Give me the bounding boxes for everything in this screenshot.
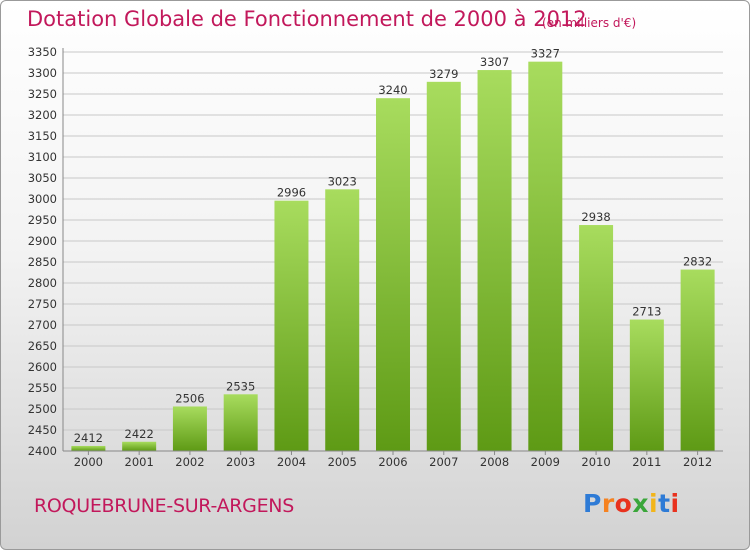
bar-2006: [376, 98, 410, 451]
logo-letter: P: [583, 489, 602, 518]
y-tick-label: 2450: [28, 423, 57, 437]
axes: [62, 48, 723, 452]
logo-letter: x: [632, 489, 649, 518]
value-label-2003: 2535: [226, 379, 255, 393]
bar-2010: [579, 225, 614, 451]
x-tick-label-2000: 2000: [74, 455, 103, 469]
value-label-2001: 2422: [125, 427, 154, 441]
value-label-2005: 3023: [328, 174, 357, 188]
x-tick-label-2006: 2006: [378, 455, 407, 469]
y-tick-label: 2900: [28, 234, 57, 248]
bar-2008: [477, 70, 512, 451]
logo-letter: o: [614, 489, 633, 518]
x-tick-label-2003: 2003: [226, 455, 255, 469]
bar-2001: [122, 441, 157, 451]
y-tick-label: 2700: [28, 318, 57, 332]
x-tick-label-2008: 2008: [480, 455, 509, 469]
value-label-2007: 3279: [429, 67, 458, 81]
x-tick-label-2002: 2002: [175, 455, 204, 469]
y-axis-tick-labels: 2400 2450 2500 2550 2600 2650 2700 2750 2800 2850…: [28, 45, 57, 458]
y-tick-label: 3150: [28, 129, 57, 143]
y-tick-label: 2600: [28, 360, 57, 374]
y-tick-label: 2950: [28, 213, 57, 227]
value-label-2010: 2938: [581, 210, 610, 224]
y-tick-label: 2550: [28, 381, 57, 395]
x-tick-label-2004: 2004: [277, 455, 306, 469]
logo-letter: i: [649, 489, 659, 518]
x-tick-label-2011: 2011: [632, 455, 661, 469]
bar-2007: [426, 81, 461, 451]
x-tick-label-2001: 2001: [125, 455, 154, 469]
value-label-2000: 2412: [74, 431, 103, 445]
unit-note: (en milliers d'€): [542, 16, 637, 30]
x-tick-label-2005: 2005: [328, 455, 357, 469]
y-tick-label: 3250: [28, 87, 57, 101]
bar-2012: [680, 269, 715, 451]
value-label-2011: 2713: [632, 305, 661, 319]
y-tick-label: 2850: [28, 255, 57, 269]
value-label-2008: 3307: [480, 55, 509, 69]
x-axis-tick-labels: 2000 2001 2002 2003 2004 2005 2006 2007 2008 2009…: [74, 451, 712, 469]
logo-letter: r: [601, 489, 615, 518]
logo-letter: i: [670, 489, 680, 518]
y-tick-label: 3000: [28, 192, 57, 206]
value-labels: 2412 2422 2506 2535 2996 3023 3240 3279 3307 3327…: [74, 47, 713, 445]
bar-2000: [71, 445, 106, 451]
value-label-2002: 2506: [175, 391, 204, 405]
bar-2004: [274, 200, 309, 451]
y-tick-label: 2750: [28, 297, 57, 311]
bars: [71, 61, 715, 451]
bar-2005: [325, 189, 360, 451]
y-tick-label: 3050: [28, 171, 57, 185]
chart-title: Dotation Globale de Fonctionnement de 20…: [27, 7, 587, 31]
x-tick-label-2010: 2010: [581, 455, 610, 469]
y-tick-label: 3200: [28, 108, 57, 122]
bar-2003: [223, 394, 258, 451]
bar-2009: [528, 61, 563, 451]
y-tick-label: 2500: [28, 402, 57, 416]
y-tick-label: 3100: [28, 150, 57, 164]
y-tick-label: 2650: [28, 339, 57, 353]
proxiti-logo: Proxiti: [583, 489, 680, 518]
x-tick-label-2009: 2009: [531, 455, 560, 469]
bar-2002: [172, 406, 207, 451]
bar-2011: [629, 319, 664, 451]
x-tick-label-2012: 2012: [683, 455, 712, 469]
y-tick-label: 2400: [28, 444, 57, 458]
value-label-2009: 3327: [531, 47, 560, 61]
logo-letter: t: [658, 489, 671, 518]
y-tick-label: 2800: [28, 276, 57, 290]
value-label-2004: 2996: [277, 186, 306, 200]
y-tick-label: 3350: [28, 45, 57, 59]
value-label-2012: 2832: [683, 255, 712, 269]
x-tick-label-2007: 2007: [429, 455, 458, 469]
y-tick-label: 3300: [28, 66, 57, 80]
commune-name: ROQUEBRUNE-SUR-ARGENS: [34, 495, 294, 517]
value-label-2006: 3240: [378, 83, 407, 97]
